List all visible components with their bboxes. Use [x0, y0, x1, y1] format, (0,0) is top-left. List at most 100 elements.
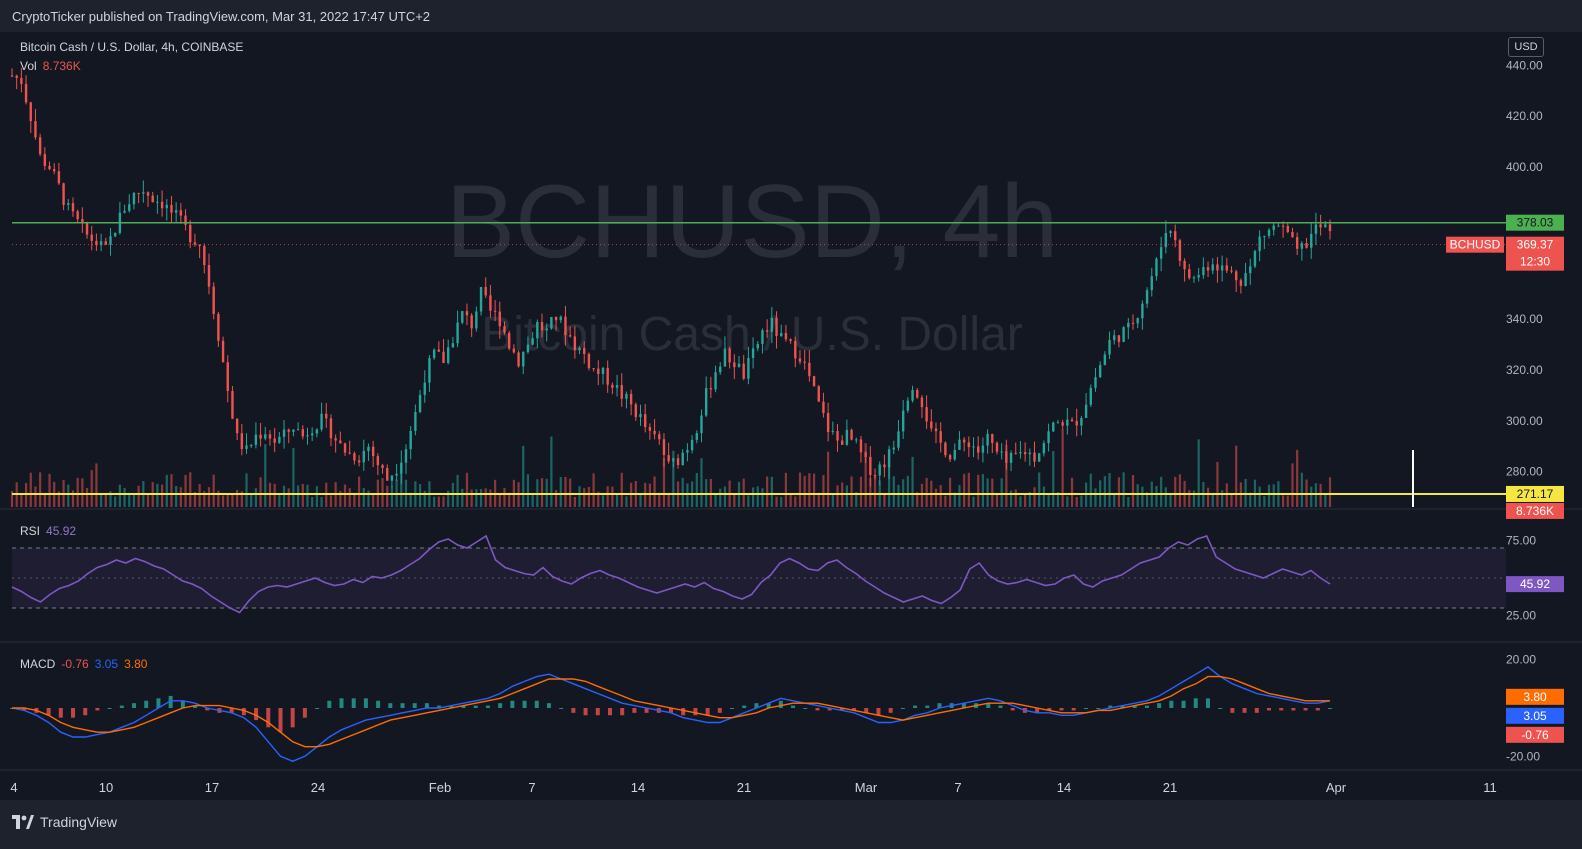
volume-bar — [845, 485, 848, 507]
macd-legend[interactable]: MACD -0.76 3.05 3.80 — [20, 657, 147, 671]
volume-bar — [278, 493, 281, 507]
candle-body — [1295, 237, 1299, 249]
candle-body — [409, 430, 412, 450]
volume-bar — [381, 478, 384, 507]
volume-bar — [118, 484, 121, 507]
volume-bar — [34, 486, 37, 507]
volume-bar — [479, 489, 483, 507]
price-axis[interactable]: 280.00 300.00 320.00 340.00 400.00 420.00 440.… — [1506, 58, 1543, 478]
macd-histogram-bar — [1303, 708, 1308, 711]
volume-bar — [156, 483, 159, 507]
volume-bar — [179, 487, 182, 507]
volume-bar — [240, 491, 243, 507]
volume-bar — [592, 473, 595, 507]
rsi-legend[interactable]: RSI 45.92 — [20, 524, 76, 538]
volume-bar — [1042, 486, 1045, 507]
candle-body — [536, 321, 539, 339]
symbol-legend[interactable]: Bitcoin Cash / U.S. Dollar, 4h, COINBASE — [20, 40, 243, 54]
macd-histogram-bar — [315, 708, 320, 709]
volume-bar — [1117, 477, 1121, 507]
candle-body — [916, 390, 919, 398]
macd-last-value: 3.05 — [1523, 709, 1547, 723]
time-axis[interactable]: 4 10 17 24 Feb 7 14 21 Mar 7 14 21 Apr 11 — [10, 780, 1496, 795]
volume-bar — [1145, 492, 1149, 507]
volume-bar — [503, 487, 506, 507]
volume-bar — [372, 494, 375, 507]
volume-bar — [433, 496, 436, 507]
price-levels[interactable]: 378.03 271.17 8.736K BCHUSD 369.37 12:30 — [12, 214, 1564, 519]
volume-bar — [859, 476, 863, 507]
volume-bar — [165, 474, 168, 507]
volume-bar — [1028, 492, 1031, 507]
volume-bar — [48, 473, 51, 507]
volume-bar — [1155, 486, 1158, 507]
price-tick-label: 400.00 — [1506, 160, 1543, 174]
candle-body — [1023, 452, 1027, 455]
volume-bar — [1164, 487, 1167, 507]
volume-bar — [615, 494, 619, 507]
volume-bar — [217, 490, 220, 507]
candle-body — [1244, 273, 1247, 286]
candle-body — [85, 221, 89, 235]
volume-bar — [977, 474, 980, 507]
candle-body — [1108, 340, 1111, 355]
volume-bar — [236, 490, 239, 507]
volume-legend[interactable]: Vol 8.736K — [20, 59, 81, 73]
volume-bar — [1211, 493, 1214, 507]
candle-body — [798, 358, 802, 362]
candle-body — [1033, 452, 1036, 462]
candle-body — [644, 414, 647, 428]
macd-histogram-bar — [327, 700, 332, 708]
macd-histogram-bar — [351, 698, 356, 708]
macd-histogram-bar — [1205, 698, 1210, 708]
candle-body — [123, 210, 126, 213]
macd-histogram-bar — [58, 708, 63, 718]
volume-bar — [1230, 493, 1233, 507]
volume-bar — [320, 496, 323, 507]
macd-tick-label: -20.00 — [1506, 749, 1540, 763]
support-tag — [1506, 485, 1564, 502]
candle-body — [1037, 453, 1041, 462]
macd-histogram-bar — [400, 703, 405, 708]
candle-body — [376, 456, 380, 466]
time-tick-label: 7 — [954, 780, 961, 795]
macd-histogram-bar — [644, 708, 649, 713]
macd-histogram-bar — [705, 708, 710, 716]
candle-body — [15, 75, 18, 78]
volume-bar — [526, 474, 530, 507]
macd-histogram-bar — [900, 708, 905, 709]
volume-tag-value: 8.736K — [1516, 504, 1554, 518]
tradingview-logo[interactable]: TradingView — [12, 814, 117, 830]
candle-body — [386, 468, 389, 481]
volume-bar — [751, 487, 755, 507]
candle-body — [751, 348, 755, 359]
candles[interactable] — [10, 68, 1332, 488]
volume-bar — [470, 489, 473, 507]
candle-body — [348, 452, 351, 454]
rsi-pane[interactable]: 25.00 75.00 45.92 — [11, 534, 1564, 623]
candle-body — [1117, 335, 1121, 342]
candle-body — [620, 385, 623, 399]
candle-body — [540, 321, 544, 331]
volume-bar — [939, 485, 942, 507]
candle-body — [747, 358, 750, 379]
candle-body — [977, 446, 980, 453]
candle-body — [498, 311, 502, 327]
candle-body — [892, 447, 895, 450]
volume-bar — [343, 484, 347, 507]
candle-body — [67, 203, 70, 205]
volume-bar — [1047, 494, 1050, 507]
time-tick-label: Apr — [1326, 780, 1347, 795]
volume-bar — [1206, 487, 1210, 507]
currency-button[interactable]: USD — [1508, 37, 1544, 57]
volume-bar — [1000, 478, 1003, 507]
candle-body — [737, 363, 741, 368]
macd-histogram-bar — [339, 698, 344, 708]
candle-body — [808, 362, 811, 377]
macd-histogram-bar — [290, 708, 295, 728]
volume-bar — [803, 475, 806, 507]
macd-label: MACD — [20, 657, 56, 671]
chart-canvas[interactable]: BCHUSD, 4h Bitcoin Cash / U.S. Dollar 28… — [0, 32, 1582, 800]
macd-histogram-bar — [669, 708, 673, 713]
macd-pane[interactable]: 20.00 -20.00 3.80 3.05 -0.76 — [10, 653, 1564, 764]
